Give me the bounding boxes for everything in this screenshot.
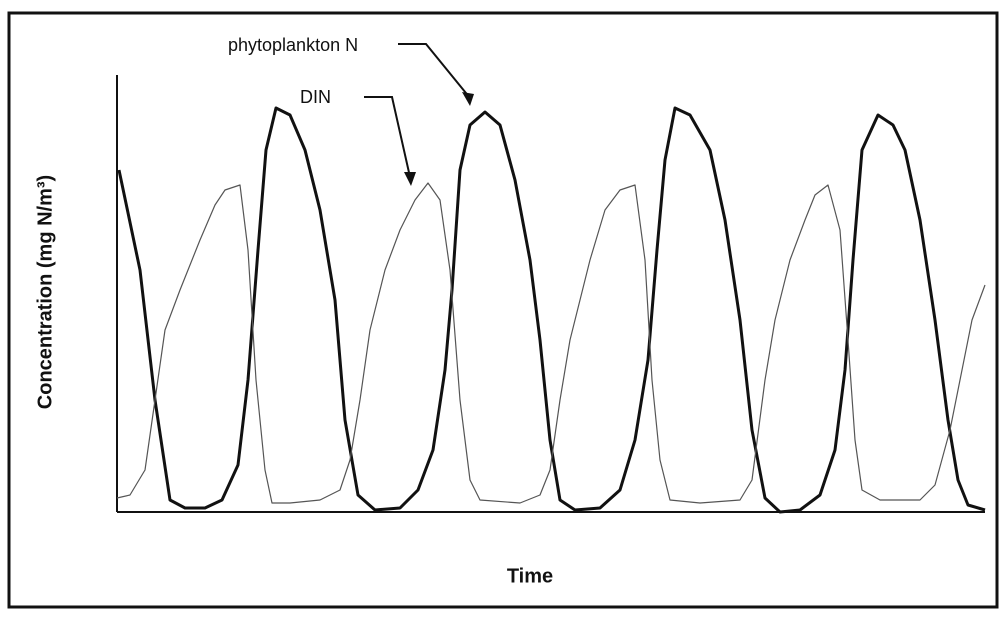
- annotation: DIN: [300, 87, 331, 107]
- series-line: [116, 182, 986, 504]
- frame: [7, 11, 999, 609]
- series-line: [117, 106, 986, 514]
- annotation-arrowhead: [404, 172, 416, 186]
- annotation-arrow: [398, 43, 471, 99]
- x-axis-label: Time: [507, 565, 553, 587]
- y-axis-label: Concentration (mg N/m³): [34, 175, 56, 409]
- annotation-arrow: [364, 96, 411, 178]
- annotation-arrowhead: [462, 92, 474, 106]
- annotation: phytoplankton N: [228, 35, 358, 55]
